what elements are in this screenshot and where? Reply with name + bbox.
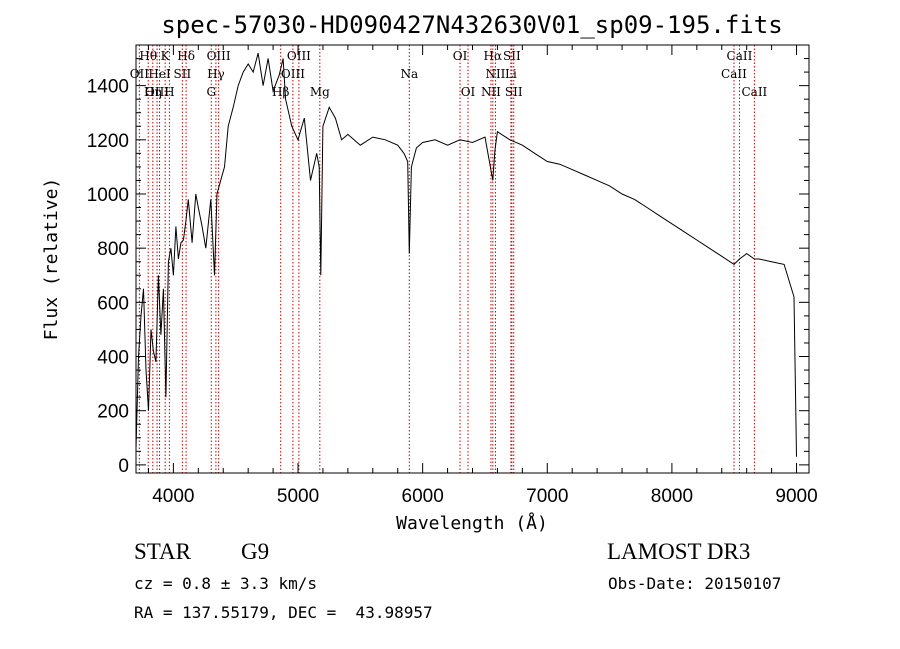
line-label: Na <box>400 67 418 81</box>
x-tick-label: 5000 <box>277 486 319 507</box>
line-label: SII <box>505 85 523 99</box>
y-tick-label: 1000 <box>87 185 129 206</box>
x-tick-label: 8000 <box>651 486 693 507</box>
x-tick-label: 9000 <box>775 486 817 507</box>
line-label: SII <box>503 49 521 63</box>
line-label: OI <box>453 49 468 63</box>
line-label: CaII <box>727 49 753 63</box>
spectrum-line <box>135 52 797 457</box>
line-label: OIII <box>281 67 305 81</box>
line-label: SII <box>174 67 192 81</box>
x-tick-label: 6000 <box>402 486 444 507</box>
line-label: CaII <box>721 67 747 81</box>
line-label: OI <box>461 85 476 99</box>
y-axis-label: Flux (relative) <box>41 178 62 341</box>
survey-release: LAMOST DR3 <box>607 539 751 564</box>
observation-date: Obs-Date: 20150107 <box>608 574 782 593</box>
spectral-subclass: G9 <box>241 539 270 564</box>
series-layer <box>135 52 797 457</box>
line-label: H <box>164 85 174 99</box>
y-tick-label: 1200 <box>87 131 129 152</box>
plot-frame <box>135 44 810 474</box>
line-label: Hα <box>484 49 503 63</box>
line-label: OIII <box>145 85 169 99</box>
y-tick-label: 0 <box>118 456 129 477</box>
y-tick-label: 800 <box>97 239 129 260</box>
line-label: OIII <box>287 49 311 63</box>
line-label: Hθ <box>139 49 157 63</box>
x-axis-label: Wavelength (Å) <box>396 512 548 534</box>
line-label: Li <box>505 67 517 81</box>
line-label: Hδ <box>177 49 195 63</box>
line-label: OII <box>130 67 150 81</box>
chart-title: spec-57030-HD090427N432630V01_sp09-195.f… <box>161 11 782 39</box>
line-label: G <box>206 85 216 99</box>
x-tick-label: 4000 <box>152 486 194 507</box>
line-label: CaII <box>741 85 767 99</box>
y-tick-label: 200 <box>97 402 129 423</box>
y-tick-label: 600 <box>97 293 129 314</box>
line-label: NII <box>481 85 501 99</box>
redshift-velocity: cz = 0.8 ± 3.3 km/s <box>134 574 318 593</box>
axis-ticks: 4000 5000 6000 7000 8000 9000 0 200 400 600 800 100… <box>87 45 818 507</box>
line-label: Mg <box>310 85 330 99</box>
line-label: Hγ <box>207 67 225 81</box>
y-tick-label: 400 <box>97 348 129 369</box>
line-label: OIII <box>207 49 231 63</box>
line-label: K <box>161 49 171 63</box>
line-label: HeI <box>148 67 171 81</box>
y-tick-label: 1400 <box>87 77 129 98</box>
line-label: NII <box>485 67 505 81</box>
object-type: STAR <box>134 539 191 564</box>
x-tick-label: 7000 <box>526 486 568 507</box>
ra-dec: RA = 137.55179, DEC = 43.98957 <box>134 603 433 622</box>
